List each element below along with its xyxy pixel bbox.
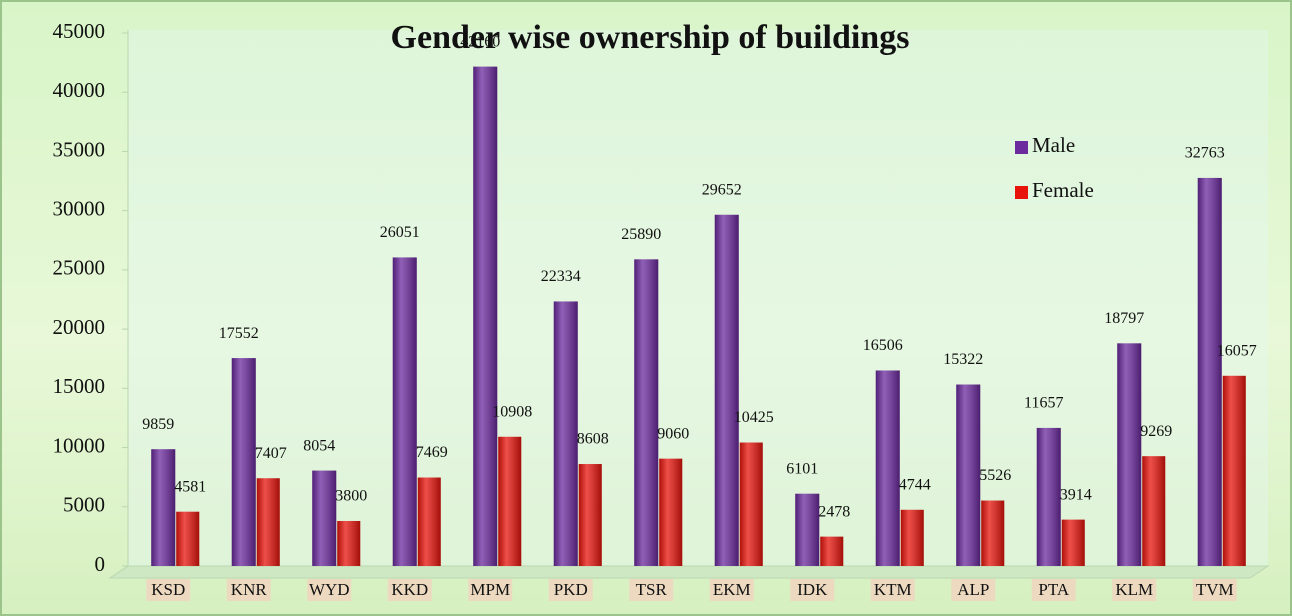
value-label: 5526 xyxy=(979,467,1011,484)
bar-shade xyxy=(740,443,763,566)
y-tick-label: 30000 xyxy=(53,196,106,220)
x-tick-label: KLM xyxy=(1115,580,1153,599)
x-tick-label: TSR xyxy=(636,580,668,599)
x-tick-label: WYD xyxy=(309,580,350,599)
bar-shade xyxy=(820,537,843,566)
y-tick-label: 10000 xyxy=(53,433,106,457)
x-tick-label: PTA xyxy=(1038,580,1069,599)
value-label: 17552 xyxy=(219,325,259,342)
value-label: 9269 xyxy=(1140,423,1172,440)
bar-shade xyxy=(393,257,417,566)
x-tick-label: KNR xyxy=(231,580,268,599)
bar-shade xyxy=(795,494,819,566)
value-label: 3800 xyxy=(335,488,367,505)
bar-shade xyxy=(579,464,602,566)
bar-shade xyxy=(659,459,682,566)
x-tick-label: KSD xyxy=(151,580,185,599)
value-label: 26051 xyxy=(380,224,420,241)
value-label: 8054 xyxy=(303,437,335,454)
bar-shade xyxy=(176,512,199,566)
value-label: 4581 xyxy=(174,478,206,495)
y-tick-label: 35000 xyxy=(53,137,106,161)
value-label: 15322 xyxy=(943,351,983,368)
bar-shade xyxy=(1117,343,1141,566)
x-tick-label: TVM xyxy=(1196,580,1234,599)
value-label: 16506 xyxy=(863,337,903,354)
legend-label: Female xyxy=(1032,178,1094,202)
plot-area xyxy=(128,30,1268,566)
value-label: 42160 xyxy=(460,33,500,50)
bar-shade xyxy=(1062,520,1085,566)
y-tick-label: 15000 xyxy=(53,374,106,398)
x-tick-label: IDK xyxy=(797,580,828,599)
value-label: 4744 xyxy=(899,476,931,493)
value-label: 10908 xyxy=(492,403,532,420)
bar-shade xyxy=(312,471,336,566)
value-label: 9060 xyxy=(657,425,689,442)
y-tick-label: 40000 xyxy=(53,78,106,102)
bar-shade xyxy=(981,501,1004,566)
x-tick-label: EKM xyxy=(713,580,751,599)
value-label: 11657 xyxy=(1024,395,1063,412)
bar-shade xyxy=(956,385,980,566)
x-tick-label: KTM xyxy=(874,580,912,599)
value-label: 32763 xyxy=(1185,145,1225,162)
bar-shade xyxy=(498,437,521,566)
value-label: 16057 xyxy=(1217,342,1257,359)
bar-shade xyxy=(418,478,441,566)
bar-shade xyxy=(257,478,280,566)
bar-shade xyxy=(554,301,578,566)
y-tick-label: 5000 xyxy=(63,493,105,517)
bar-shade xyxy=(1223,376,1246,566)
bar-shade xyxy=(634,259,658,566)
bar-shade xyxy=(715,215,739,566)
bar-shade xyxy=(473,67,497,566)
bar-shade xyxy=(876,370,900,566)
bar-shade xyxy=(1142,456,1165,566)
x-tick-label: ALP xyxy=(957,580,989,599)
y-tick-label: 25000 xyxy=(53,256,106,280)
chart: Gender wise ownership of buildings 05000… xyxy=(0,0,1292,616)
value-label: 9859 xyxy=(142,416,174,433)
bar-shade xyxy=(337,521,360,566)
value-label: 7407 xyxy=(255,445,287,462)
bar-shade xyxy=(901,510,924,566)
value-label: 3914 xyxy=(1060,486,1092,503)
floor xyxy=(110,566,1268,578)
x-tick-label: MPM xyxy=(470,580,510,599)
legend-label: Male xyxy=(1032,133,1075,157)
x-tick-label: PKD xyxy=(554,580,588,599)
value-label: 2478 xyxy=(818,503,850,520)
legend-swatch xyxy=(1015,186,1028,199)
bar-shade xyxy=(1037,428,1061,566)
value-label: 22334 xyxy=(541,268,581,285)
y-tick-label: 20000 xyxy=(53,315,106,339)
value-label: 6101 xyxy=(786,460,818,477)
value-label: 7469 xyxy=(416,444,448,461)
value-label: 29652 xyxy=(702,181,742,198)
x-tick-label: KKD xyxy=(391,580,428,599)
y-tick-label: 0 xyxy=(95,552,106,576)
value-label: 8608 xyxy=(577,431,609,448)
value-label: 10425 xyxy=(734,409,774,426)
y-tick-label: 45000 xyxy=(53,19,106,43)
bar-shade xyxy=(232,358,256,566)
value-label: 25890 xyxy=(621,226,661,243)
legend-swatch xyxy=(1015,141,1028,154)
value-label: 18797 xyxy=(1104,310,1144,327)
bar-shade xyxy=(1198,178,1222,566)
bar-shade xyxy=(151,449,175,566)
